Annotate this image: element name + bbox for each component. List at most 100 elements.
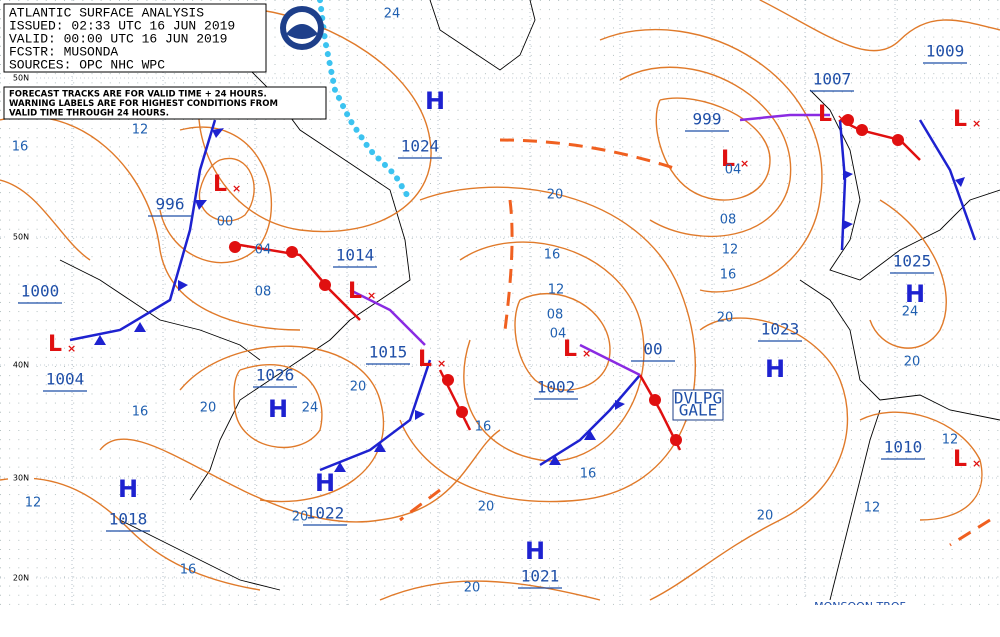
notice-line: WARNING LABELS ARE FOR HIGHEST CONDITION… [9, 99, 278, 109]
noaa-logo [280, 6, 324, 50]
latitude-label: 30N [13, 474, 29, 483]
pressure-label: 996 [156, 195, 185, 214]
isobar-label: 20 [350, 380, 367, 395]
pressure-label: 1002 [537, 378, 576, 397]
pressure-label: 1009 [926, 42, 965, 61]
header-line: ATLANTIC SURFACE ANALYSIS [9, 5, 204, 20]
low-symbol: L [213, 172, 227, 197]
latitude-label: 50N [13, 74, 29, 83]
high-symbol: H [425, 87, 445, 115]
lat-box [8, 73, 34, 83]
low-mark: × [437, 357, 446, 370]
low-mark: × [972, 117, 981, 130]
pressure-label: 1015 [369, 343, 408, 362]
lat-box [8, 232, 34, 242]
pressure-label: 00 [643, 340, 662, 359]
isobar-label: 12 [942, 433, 959, 448]
isobar-label: 20 [292, 510, 309, 525]
low-symbol: L [953, 447, 967, 472]
isobar-label: 12 [722, 243, 739, 258]
pressure-label: 1022 [306, 504, 345, 523]
isobar-label: 16 [12, 140, 29, 155]
low-mark: × [972, 457, 981, 470]
header-line: FCSTR: MUSONDA [9, 44, 118, 59]
warning-label: DVLPG [674, 389, 722, 408]
isobar-label: 00 [217, 215, 234, 230]
high-symbol: H [525, 537, 545, 565]
isobar-label: 12 [548, 283, 565, 298]
troughs [399, 138, 991, 547]
low-mark: × [740, 157, 749, 170]
footer-strip [0, 605, 1000, 637]
pressure-label: 1010 [884, 438, 923, 457]
pressure-label: 1018 [109, 510, 148, 529]
low-symbol: L [348, 279, 362, 304]
isobar-label: 20 [757, 509, 774, 524]
latitude-label: 40N [13, 361, 29, 370]
low-symbol: L [721, 147, 735, 172]
notice: FORECAST TRACKS ARE FOR VALID TIME + 24 … [9, 90, 278, 119]
notice-line: VALID TIME THROUGH 24 HOURS. [9, 109, 169, 119]
notice-line: FORECAST TRACKS ARE FOR VALID TIME + 24 … [9, 90, 267, 100]
warm-front-pips [229, 114, 904, 446]
coastlines [59, 0, 1000, 601]
pressure-label: 1025 [893, 252, 932, 271]
warning-box [672, 389, 724, 421]
isobar-label: 16 [132, 405, 149, 420]
isobar-label: 20 [464, 581, 481, 596]
isobar-label: 12 [25, 496, 42, 511]
pressure-label: 1007 [813, 70, 852, 89]
isobar-label: 16 [580, 467, 597, 482]
header-line: VALID: 00:00 UTC 16 JUN 2019 [9, 31, 227, 46]
isobar-label: 16 [180, 563, 197, 578]
latitude-label: 50N [13, 233, 29, 242]
lat-box [8, 473, 34, 483]
pressure-label: 1023 [761, 320, 800, 339]
pressure-label: 1000 [21, 282, 60, 301]
high-symbol: H [268, 395, 288, 423]
low-symbol: L [418, 347, 432, 372]
pressure-label: 1004 [46, 370, 85, 389]
cold-front-pips [94, 128, 965, 472]
latitude-label: 20N [13, 574, 29, 583]
header-line: ISSUED: 02:33 UTC 16 JUN 2019 [9, 18, 235, 33]
isobar-label: 20 [478, 500, 495, 515]
isobar-label: 24 [902, 305, 919, 320]
high-symbol: H [118, 475, 138, 503]
pressure-label: 1026 [256, 366, 295, 385]
warning-label: GALE [679, 401, 718, 420]
isobar-label: 04 [550, 327, 567, 342]
high-symbol: H [905, 280, 925, 308]
isobar-label: 04 [255, 243, 272, 258]
isobar-label: 20 [547, 188, 564, 203]
isobar-label: 12 [132, 123, 149, 138]
isobar-label: 16 [544, 248, 561, 263]
pressure-label: 999 [693, 110, 722, 129]
low-symbol: L [818, 102, 832, 127]
low-symbol: L [563, 337, 577, 362]
notice-box [3, 86, 327, 120]
pressure-label: 1014 [336, 246, 375, 265]
low-mark: × [837, 112, 846, 125]
low-mark: × [582, 347, 591, 360]
isobar-label: 16 [720, 268, 737, 283]
low-symbol: L [48, 332, 62, 357]
high-symbol: H [765, 355, 785, 383]
isobar-label: 04 [725, 163, 742, 178]
low-mark: × [367, 289, 376, 302]
isobar-label: 08 [255, 285, 272, 300]
high-symbol: H [315, 469, 335, 497]
isobar-label: 20 [200, 401, 217, 416]
isobar-label: 08 [720, 213, 737, 228]
pressure-label: 1021 [521, 567, 560, 586]
isobar-label: 24 [384, 7, 401, 22]
isobar-label: 24 [302, 401, 319, 416]
lat-box [8, 573, 34, 583]
isobar-label: 08 [547, 308, 564, 323]
isobar-label: 12 [864, 501, 881, 516]
isobar-label: 16 [475, 420, 492, 435]
isobar-label: 20 [904, 355, 921, 370]
isobar-label: 20 [717, 311, 734, 326]
